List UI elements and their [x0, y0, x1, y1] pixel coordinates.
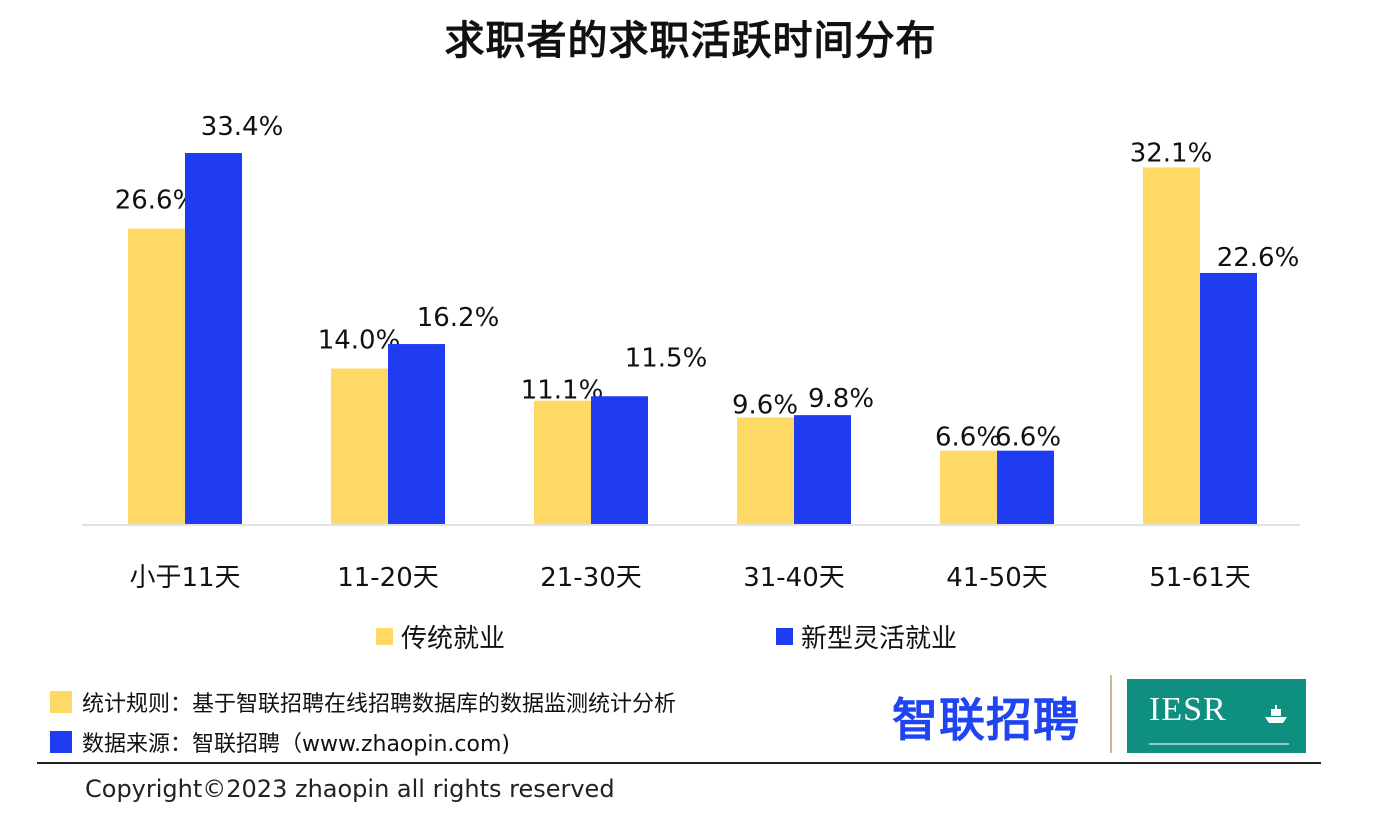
data-label: 33.4%	[201, 112, 284, 142]
bar-flexible	[185, 153, 242, 524]
data-label: 14.0%	[318, 325, 401, 355]
bar-flexible	[997, 450, 1054, 524]
bar-traditional	[737, 417, 794, 524]
copyright: Copyright©2023 zhaopin all rights reserv…	[85, 775, 615, 803]
legend-label-flexible: 新型灵活就业	[801, 624, 958, 654]
data-label: 32.1%	[1130, 138, 1213, 168]
data-label: 11.1%	[521, 376, 604, 406]
bar-flexible	[591, 396, 648, 524]
bar-traditional	[1143, 167, 1200, 524]
data-label: 22.6%	[1217, 243, 1300, 273]
note-data-source: 数据来源：智联招聘（www.zhaopin.com)	[50, 726, 510, 758]
legend-item-traditional: 传统就业	[376, 618, 505, 655]
note-stat-rule-text: 统计规则：基于智联招聘在线招聘数据库的数据监测统计分析	[82, 692, 677, 717]
note-stat-rule: 统计规则：基于智联招聘在线招聘数据库的数据监测统计分析	[50, 686, 676, 718]
data-label: 16.2%	[417, 303, 500, 333]
bar-flexible	[1200, 272, 1257, 524]
x-tick-label: 41-50天	[946, 563, 1048, 593]
x-tick-label: 51-61天	[1149, 563, 1251, 593]
footer-rule	[37, 762, 1321, 764]
bar-chart: 26.6% 33.4% 小于11天 14.0% 16.2% 11-20天 11.1% 11.5…	[82, 112, 1300, 593]
bar-traditional	[128, 228, 185, 524]
boat-icon	[1265, 705, 1287, 723]
x-tick-label: 31-40天	[743, 563, 845, 593]
bar-traditional	[331, 368, 388, 524]
note-swatch-yellow	[50, 691, 72, 713]
x-tick-label: 11-20天	[337, 563, 439, 593]
data-label: 9.6%	[732, 390, 798, 420]
data-label: 6.6%	[995, 423, 1061, 453]
bar-traditional	[940, 450, 997, 524]
x-tick-label: 21-30天	[540, 563, 642, 593]
x-tick-label: 小于11天	[129, 563, 240, 593]
iesr-logo: IESR	[1127, 679, 1306, 753]
data-label: 11.5%	[625, 343, 708, 373]
data-label: 6.6%	[935, 423, 1001, 453]
iesr-logo-text: IESR	[1149, 691, 1227, 728]
zhaopin-logo: 智联招聘	[892, 693, 1080, 747]
logo-divider	[1110, 675, 1112, 753]
note-swatch-blue	[50, 731, 72, 753]
iesr-logo-subline	[1149, 743, 1289, 745]
legend-item-flexible: 新型灵活就业	[776, 618, 957, 655]
bar-flexible	[794, 415, 851, 524]
data-label: 9.8%	[808, 384, 874, 414]
legend-swatch-flexible	[776, 628, 793, 645]
data-label: 26.6%	[115, 186, 198, 216]
legend-swatch-traditional	[376, 628, 393, 645]
legend-label-traditional: 传统就业	[401, 624, 506, 654]
bar-traditional	[534, 400, 591, 524]
bar-flexible	[388, 344, 445, 524]
note-data-source-text: 数据来源：智联招聘（www.zhaopin.com)	[82, 732, 510, 757]
chart-title: 求职者的求职活跃时间分布	[444, 18, 937, 64]
